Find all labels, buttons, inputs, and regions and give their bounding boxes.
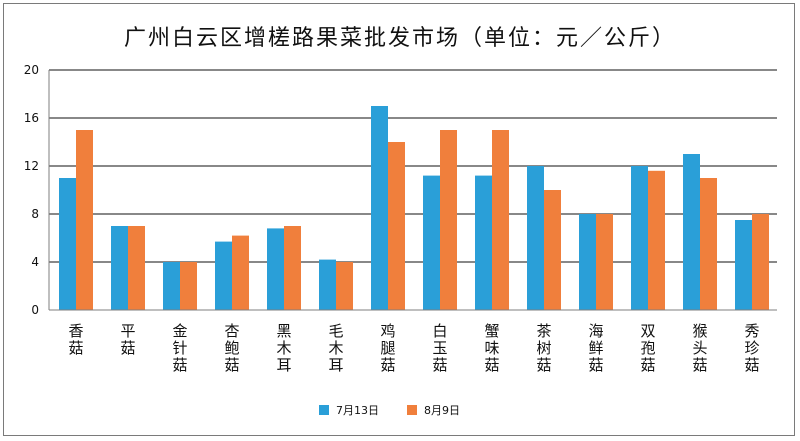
bar bbox=[579, 214, 596, 310]
category-label: 双孢菇 bbox=[640, 322, 655, 374]
bar bbox=[527, 166, 544, 310]
bar bbox=[336, 262, 353, 310]
bar bbox=[128, 226, 145, 310]
y-tick-label: 20 bbox=[24, 63, 39, 77]
bar bbox=[631, 166, 648, 310]
bar bbox=[423, 175, 440, 310]
bar bbox=[648, 170, 665, 310]
category-label: 毛木耳 bbox=[328, 322, 343, 374]
y-tick-label: 4 bbox=[31, 255, 39, 269]
category-labels: 香菇 平菇 金针菇 杏鲍菇 黑木耳 毛木耳 鸡腿菇 白玉菇 蟹味菇 茶树菇 海鲜菇 双孢菇 猴头菇 秀珍菇 bbox=[68, 322, 759, 374]
y-tick-label: 0 bbox=[31, 303, 39, 317]
category-label: 鸡腿菇 bbox=[380, 322, 395, 374]
axes: 0 4 8 12 16 20 bbox=[24, 63, 777, 317]
legend-swatch bbox=[319, 405, 329, 415]
grid-lines bbox=[49, 69, 777, 263]
bar bbox=[76, 130, 93, 310]
y-tick-label: 16 bbox=[24, 111, 39, 125]
category-label: 海鲜菇 bbox=[588, 322, 603, 374]
bar bbox=[700, 178, 717, 310]
category-label: 蟹味菇 bbox=[484, 322, 499, 374]
category-label: 香菇 bbox=[68, 322, 83, 357]
bar bbox=[544, 190, 561, 310]
bar bbox=[319, 259, 336, 310]
category-label: 茶树菇 bbox=[536, 322, 551, 374]
legend-swatch bbox=[407, 405, 417, 415]
category-label: 黑木耳 bbox=[276, 322, 291, 374]
bar bbox=[371, 106, 388, 310]
legend-label: 8月9日 bbox=[424, 404, 460, 417]
category-label: 猴头菇 bbox=[692, 322, 707, 374]
bar bbox=[267, 228, 284, 310]
bar bbox=[596, 214, 613, 310]
bar bbox=[232, 235, 249, 310]
category-label: 杏鲍菇 bbox=[224, 322, 239, 374]
chart-title: 广州白云区增槎路果菜批发市场（单位：元／公斤） bbox=[123, 26, 676, 51]
legend: 7月13日 8月9日 bbox=[319, 404, 460, 417]
bar bbox=[752, 214, 769, 310]
bar bbox=[388, 142, 405, 310]
bar bbox=[215, 241, 232, 310]
legend-label: 7月13日 bbox=[336, 404, 379, 417]
bar bbox=[683, 154, 700, 310]
category-label: 白玉菇 bbox=[432, 322, 447, 374]
bar bbox=[492, 130, 509, 310]
bar bbox=[163, 262, 180, 310]
y-tick-label: 8 bbox=[31, 207, 39, 221]
bar bbox=[284, 226, 301, 310]
category-label: 平菇 bbox=[120, 322, 135, 357]
bar bbox=[111, 226, 128, 310]
bars bbox=[59, 106, 769, 310]
category-label: 金针菇 bbox=[172, 322, 187, 374]
category-label: 秀珍菇 bbox=[744, 322, 759, 374]
bar bbox=[440, 130, 457, 310]
y-tick-label: 12 bbox=[24, 159, 39, 173]
bar bbox=[180, 262, 197, 310]
bar bbox=[735, 220, 752, 310]
bar bbox=[59, 178, 76, 310]
bar bbox=[475, 175, 492, 310]
